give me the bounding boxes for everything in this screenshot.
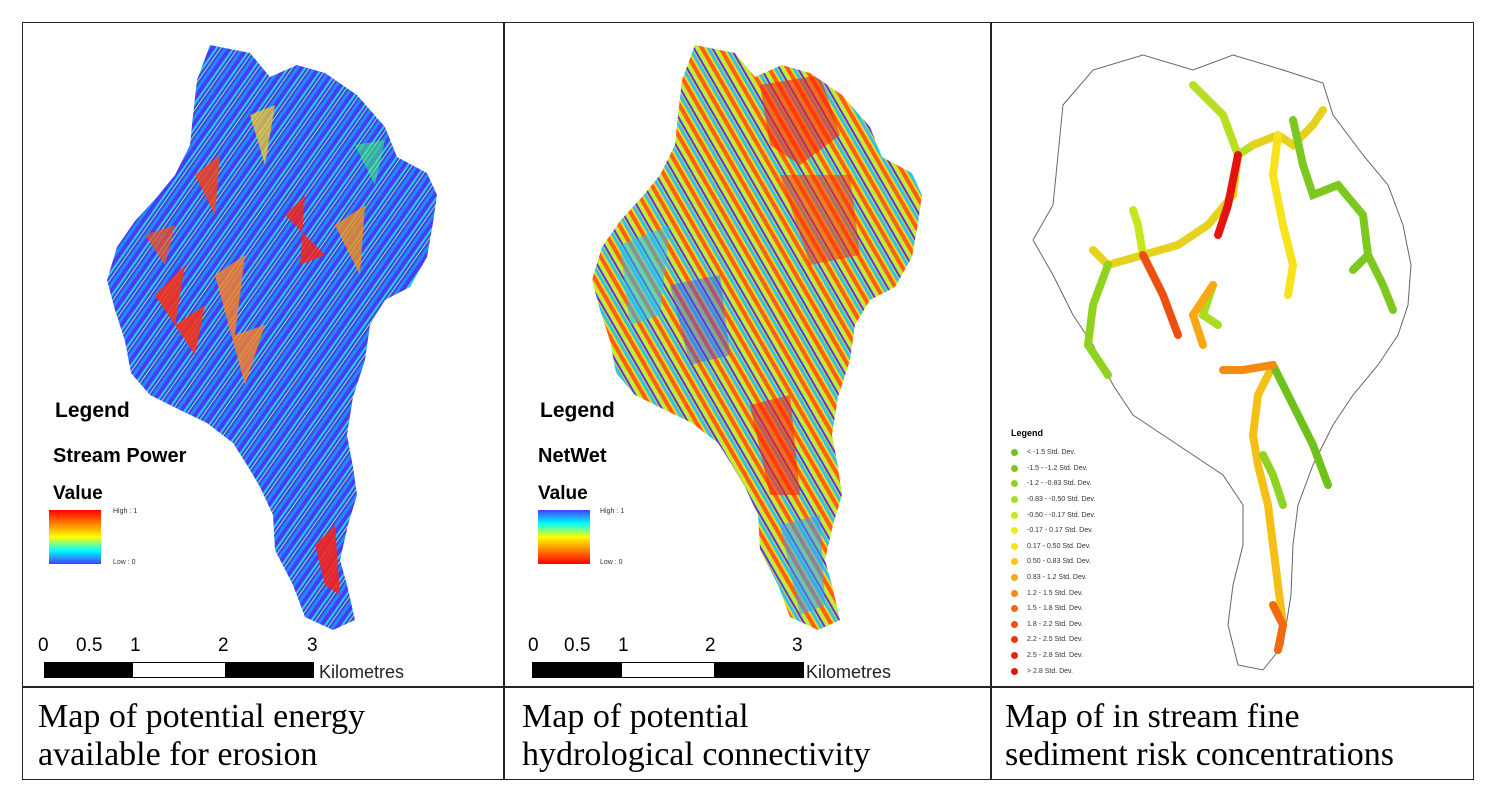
scale-tick: 0.5 [76,635,103,656]
ramp-low-label: Low : 0 [113,559,136,566]
color-ramp [49,510,101,564]
scale-tick: 3 [307,635,318,656]
legend-class-item: < -1.5 Std. Dev. [1011,445,1141,461]
row-divider [23,686,1473,688]
legend-class-label: 0.50 - 0.83 Std. Dev. [1027,558,1091,566]
legend-class-label: < -1.5 Std. Dev. [1027,449,1076,457]
ramp-low-label: Low : 0 [600,559,623,566]
legend-layer-name: NetWet [538,445,607,467]
legend-swatch [1011,511,1018,519]
caption-line: hydrological connectivity [522,736,871,773]
legend-value-label: Value [53,483,103,504]
scale-tick: 2 [218,635,229,656]
legend-class-item: 2.2 - 2.5 Std. Dev. [1011,632,1141,648]
scale-tick: 0 [38,635,49,656]
legend-swatch [1011,667,1018,675]
panel-netwet: Legend NetWet Value High : 1 Low : 0 0 0… [520,25,975,685]
legend-swatch [1011,605,1018,613]
legend-swatch [1011,589,1018,597]
scale-bar [532,662,804,678]
scale-unit: Kilometres [319,662,405,682]
legend-swatch [1011,464,1018,472]
legend-title: Legend [540,399,615,422]
figure-table [22,22,1474,780]
panel-stream-power: Legend Stream Power Value High : 1 Low :… [35,25,487,685]
caption-stream-power: Map of potential energy available for er… [38,698,365,774]
legend-class-label: -1.2 - -0.83 Std. Dev. [1027,480,1092,488]
legend-swatch [1011,527,1018,535]
legend-swatch [1011,620,1018,628]
legend-class-label: 2.5 - 2.8 Std. Dev. [1027,652,1083,660]
scale-unit: Kilometres [806,662,892,682]
caption-line: sediment risk concentrations [1005,736,1395,773]
ramp-high-label: High : 1 [600,508,625,515]
legend-class-label: 2.2 - 2.5 Std. Dev. [1027,636,1083,644]
class-legend: Legend < -1.5 Std. Dev. -1.5 - -1.2 Std. … [1011,428,1141,679]
scale-tick: 1 [130,635,141,656]
legend-class-label: -0.50 - -0.17 Std. Dev. [1027,511,1096,519]
legend-class-label: -0.83 - -0.50 Std. Dev. [1027,496,1096,504]
legend-class-item: 1.2 - 1.5 Std. Dev. [1011,585,1141,601]
legend-value-label: Value [538,483,588,504]
netwet-map [592,45,922,630]
legend-swatch [1011,449,1018,457]
legend-class-item: -1.5 - -1.2 Std. Dev. [1011,461,1141,477]
legend-swatch [1011,574,1018,582]
column-divider [990,23,992,779]
legend-class-list: < -1.5 Std. Dev. -1.5 - -1.2 Std. Dev. -1.… [1011,445,1141,679]
caption-netwet: Map of potential hydrological connectivi… [522,698,870,774]
scale-tick: 3 [792,635,803,656]
panel-sediment-risk: Legend < -1.5 Std. Dev. -1.5 - -1.2 Std. … [993,25,1471,685]
legend-class-label: 1.8 - 2.2 Std. Dev. [1027,620,1083,628]
legend-class-label: 1.5 - 1.8 Std. Dev. [1027,605,1083,613]
ramp-high-label: High : 1 [113,508,138,515]
legend-class-item: 0.83 - 1.2 Std. Dev. [1011,570,1141,586]
legend-swatch [1011,558,1018,566]
legend-class-label: 1.2 - 1.5 Std. Dev. [1027,589,1083,597]
legend-title: Legend [55,399,130,422]
scale-tick: 2 [705,635,716,656]
legend-swatch [1011,542,1018,550]
legend-class-item: 0.17 - 0.50 Std. Dev. [1011,539,1141,555]
legend-class-item: 2.5 - 2.8 Std. Dev. [1011,648,1141,664]
legend-class-item: 1.8 - 2.2 Std. Dev. [1011,617,1141,633]
caption-line: Map of potential energy [38,698,366,735]
color-ramp [538,510,590,564]
legend-class-label: -1.5 - -1.2 Std. Dev. [1027,464,1088,472]
legend-class-label: > 2.8 Std. Dev. [1027,667,1073,675]
legend-layer-name: Stream Power [53,445,187,467]
caption-sediment-risk: Map of in stream fine sediment risk conc… [1005,698,1394,774]
legend-class-item: -0.83 - -0.50 Std. Dev. [1011,492,1141,508]
legend-class-item: -0.17 - 0.17 Std. Dev. [1011,523,1141,539]
caption-line: Map of potential [522,698,749,735]
scale-tick: 1 [618,635,629,656]
legend-class-item: 0.50 - 0.83 Std. Dev. [1011,554,1141,570]
legend-class-label: -0.17 - 0.17 Std. Dev. [1027,527,1094,535]
legend-swatch [1011,496,1018,504]
legend-class-label: 0.17 - 0.50 Std. Dev. [1027,542,1091,550]
legend-swatch [1011,652,1018,660]
scale-bar [44,662,314,678]
legend-swatch [1011,480,1018,488]
legend-class-item: 1.5 - 1.8 Std. Dev. [1011,601,1141,617]
sediment-risk-map [1032,54,1412,671]
caption-line: available for erosion [38,736,318,773]
legend-title: Legend [1011,428,1044,438]
legend-class-item: -0.50 - -0.17 Std. Dev. [1011,507,1141,523]
scale-tick: 0.5 [564,635,591,656]
legend-class-label: 0.83 - 1.2 Std. Dev. [1027,574,1087,582]
column-divider [503,23,505,779]
scale-tick: 0 [528,635,539,656]
legend-class-item: -1.2 - -0.83 Std. Dev. [1011,476,1141,492]
caption-line: Map of in stream fine [1005,698,1300,735]
legend-swatch [1011,636,1018,644]
stream-power-map [107,45,437,630]
legend-class-item: > 2.8 Std. Dev. [1011,663,1141,679]
